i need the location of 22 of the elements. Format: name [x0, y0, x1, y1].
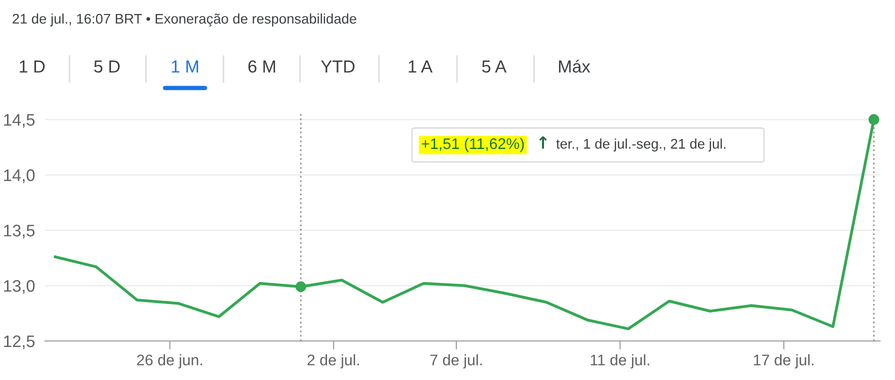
- x-tick-label: 7 de jul.: [430, 354, 482, 368]
- text: 1 D: [20, 60, 45, 72]
- text: 5 A: [482, 60, 507, 73]
- text: Máx: [559, 60, 590, 73]
- text: 1 M: [172, 60, 198, 72]
- y-tick-label: 12,5: [4, 335, 35, 350]
- y-tick-label: 13,0: [4, 280, 35, 294]
- x-tick-label: 17 de jul.: [754, 354, 814, 368]
- x-tick-label: 11 de jul.: [590, 354, 650, 368]
- text: 5 D: [94, 60, 120, 73]
- x-tick-label: 26 de jun.: [137, 354, 202, 368]
- chart-title: 21 de jul., 16:07 BRT • Exoneração de responsabilidade: [12, 13, 356, 27]
- text: 6 M: [248, 60, 276, 73]
- annotation: ter., 1 de jul.-seg., 21 de jul.: [556, 138, 726, 152]
- x-tick-label: 2 de jul.: [308, 354, 359, 368]
- y-tick-label: 14,5: [4, 114, 35, 128]
- text: YTD: [321, 60, 355, 72]
- y-tick-label: 13,5: [4, 224, 35, 238]
- annotation: +1,51 (11,62%): [422, 138, 524, 152]
- y-tick-label: 14,0: [4, 169, 35, 184]
- text: 1 A: [408, 60, 433, 72]
- annotation: ↑: [539, 136, 547, 149]
